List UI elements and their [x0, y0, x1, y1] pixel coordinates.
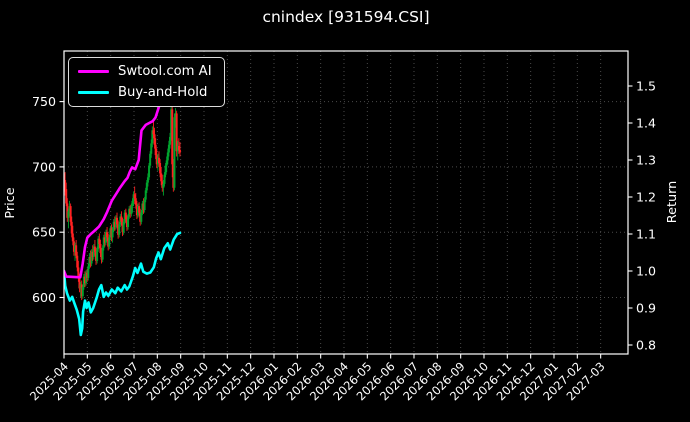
gridlines [63, 51, 628, 354]
price-tick-label: 700 [32, 159, 56, 174]
axis-ticks-and-labels: 6006507007500.80.91.01.11.21.31.41.52025… [27, 78, 656, 403]
legend-label: Swtool.com AI [118, 64, 212, 79]
legend-label: Buy-and-Hold [118, 85, 208, 100]
series-buy-and-hold [64, 231, 182, 337]
price-tick-label: 750 [32, 94, 56, 109]
return-tick-label: 1.2 [636, 189, 656, 204]
return-tick-label: 0.9 [636, 300, 656, 315]
legend-line-swatch-cyan [78, 90, 109, 95]
return-tick-label: 1.3 [636, 152, 656, 167]
candlestick-series [64, 102, 181, 301]
plot-border [63, 50, 629, 355]
chart-legend: Swtool.com AI Buy-and-Hold [68, 57, 225, 107]
return-tick-label: 1.1 [636, 226, 656, 241]
price-tick-label: 600 [32, 290, 56, 305]
price-tick-label: 650 [32, 225, 56, 240]
return-tick-label: 1.4 [636, 115, 656, 130]
legend-item-buy-and-hold: Buy-and-Hold [78, 84, 212, 101]
return-tick-label: 0.8 [636, 337, 656, 352]
return-tick-label: 1.0 [636, 263, 656, 278]
legend-item-swtool-ai: Swtool.com AI [78, 63, 212, 80]
legend-line-swatch-magenta [78, 69, 109, 74]
return-tick-label: 1.5 [636, 78, 656, 93]
axis-title-return: Return [665, 181, 680, 223]
axis-title-price: Price [3, 187, 18, 218]
chart-title: cnindex [931594.CSI] [262, 8, 430, 26]
